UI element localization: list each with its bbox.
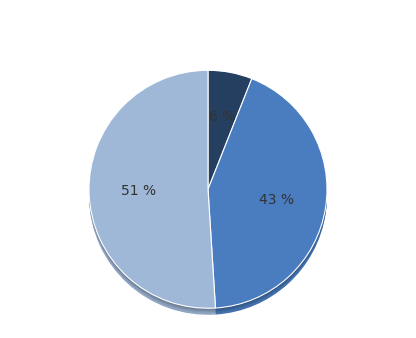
Wedge shape xyxy=(208,84,327,313)
Wedge shape xyxy=(89,71,215,309)
Wedge shape xyxy=(89,72,215,310)
Wedge shape xyxy=(208,77,252,196)
Wedge shape xyxy=(89,75,215,313)
Wedge shape xyxy=(208,76,252,195)
Legend: Jordbruk og fiske, Industri, Tjenesteytende: Jordbruk og fiske, Industri, Tjenesteyte… xyxy=(32,0,384,5)
Wedge shape xyxy=(208,71,252,190)
Wedge shape xyxy=(89,77,215,315)
Wedge shape xyxy=(89,74,215,312)
Wedge shape xyxy=(208,74,252,193)
Wedge shape xyxy=(208,70,252,189)
Wedge shape xyxy=(89,70,215,308)
Wedge shape xyxy=(208,79,327,308)
Wedge shape xyxy=(208,80,327,309)
Wedge shape xyxy=(208,72,252,191)
Wedge shape xyxy=(208,81,327,310)
Text: 51 %: 51 % xyxy=(121,185,156,198)
Wedge shape xyxy=(208,82,327,311)
Wedge shape xyxy=(89,76,215,314)
Text: 43 %: 43 % xyxy=(259,193,294,207)
Text: 6 %: 6 % xyxy=(209,110,235,124)
Wedge shape xyxy=(208,85,327,315)
Wedge shape xyxy=(208,83,327,312)
Wedge shape xyxy=(208,75,252,194)
